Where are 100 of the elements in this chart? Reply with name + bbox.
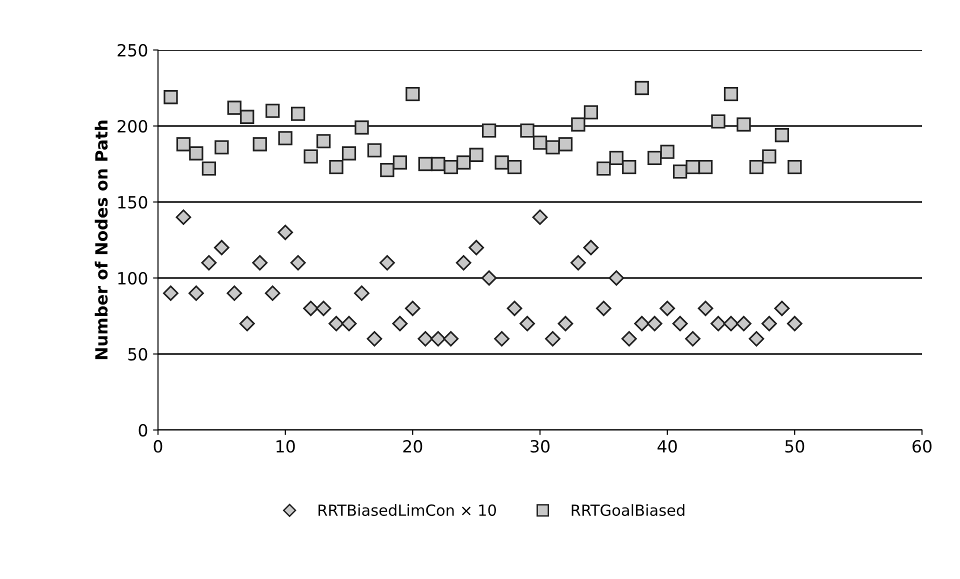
x-tick-label: 20 bbox=[403, 440, 422, 453]
point bbox=[354, 285, 370, 301]
point bbox=[520, 316, 535, 332]
point bbox=[176, 137, 191, 152]
point bbox=[214, 140, 229, 154]
point bbox=[431, 156, 446, 172]
point bbox=[304, 149, 318, 164]
point bbox=[608, 270, 624, 286]
point bbox=[710, 316, 726, 332]
point bbox=[698, 300, 714, 316]
point bbox=[711, 114, 726, 129]
legend-label: RRTGoalBiased bbox=[572, 504, 684, 516]
point bbox=[621, 331, 637, 347]
y-tick-label: 0 bbox=[138, 424, 148, 437]
point bbox=[672, 164, 688, 179]
point bbox=[469, 148, 484, 162]
point bbox=[685, 331, 701, 347]
point bbox=[328, 316, 344, 332]
point bbox=[494, 155, 509, 170]
point bbox=[774, 128, 790, 142]
point bbox=[786, 316, 802, 332]
x-tick-label: 10 bbox=[276, 440, 295, 453]
point bbox=[380, 162, 394, 178]
point bbox=[571, 117, 586, 132]
point bbox=[379, 255, 395, 271]
point bbox=[736, 316, 752, 332]
y-tick-label: 150 bbox=[118, 196, 148, 209]
point bbox=[762, 149, 776, 164]
point bbox=[748, 331, 764, 347]
point bbox=[494, 331, 510, 347]
point bbox=[482, 123, 496, 138]
point bbox=[443, 331, 459, 347]
point bbox=[788, 160, 802, 174]
x-tick-label: 40 bbox=[658, 440, 677, 453]
point bbox=[240, 110, 254, 124]
point bbox=[418, 331, 434, 347]
point bbox=[672, 316, 688, 332]
point bbox=[264, 285, 280, 301]
point bbox=[266, 104, 280, 118]
point bbox=[686, 160, 700, 174]
point bbox=[189, 146, 204, 160]
x-tick-label: 60 bbox=[912, 440, 932, 453]
point bbox=[214, 240, 230, 256]
point bbox=[646, 316, 662, 332]
point bbox=[558, 316, 574, 332]
point bbox=[329, 160, 344, 174]
point bbox=[316, 134, 331, 148]
x-tick-label: 50 bbox=[785, 440, 804, 453]
point bbox=[481, 270, 497, 286]
point bbox=[468, 240, 484, 256]
point bbox=[444, 160, 458, 174]
point bbox=[176, 209, 192, 225]
y-tick-label: 100 bbox=[118, 272, 148, 285]
point bbox=[583, 240, 599, 256]
point bbox=[404, 300, 420, 316]
point bbox=[303, 300, 319, 316]
point bbox=[660, 300, 676, 316]
point bbox=[648, 150, 662, 166]
point bbox=[774, 300, 790, 316]
point bbox=[570, 255, 586, 271]
point bbox=[163, 285, 178, 301]
point bbox=[227, 100, 242, 115]
point bbox=[341, 316, 357, 332]
point bbox=[239, 316, 255, 332]
point bbox=[507, 160, 522, 174]
point bbox=[558, 137, 573, 152]
y-tick-label: 200 bbox=[118, 120, 148, 133]
point bbox=[698, 160, 713, 174]
point bbox=[252, 255, 268, 271]
point bbox=[634, 80, 649, 96]
y-axis-title: Number of Nodes on Path bbox=[94, 120, 108, 360]
point bbox=[290, 255, 306, 271]
point bbox=[278, 131, 292, 146]
point bbox=[660, 144, 674, 159]
y-tick-label: 250 bbox=[118, 44, 148, 57]
point bbox=[252, 137, 267, 152]
point bbox=[609, 150, 624, 166]
point bbox=[430, 331, 446, 347]
point bbox=[456, 255, 472, 271]
x-tick-label: 30 bbox=[530, 440, 550, 453]
point bbox=[406, 86, 420, 102]
point bbox=[723, 316, 739, 332]
point bbox=[736, 117, 751, 132]
point bbox=[316, 300, 332, 316]
point bbox=[532, 136, 548, 150]
point bbox=[278, 224, 294, 240]
legend-label: RRTBiasedLimCon × 10 bbox=[318, 504, 496, 516]
point bbox=[724, 86, 738, 102]
point bbox=[342, 146, 356, 160]
point bbox=[532, 209, 548, 225]
point bbox=[202, 161, 216, 176]
point bbox=[520, 123, 534, 138]
point bbox=[456, 155, 471, 170]
point bbox=[761, 316, 777, 332]
point bbox=[545, 331, 560, 347]
point bbox=[596, 300, 612, 316]
point bbox=[546, 140, 560, 154]
point bbox=[584, 105, 598, 120]
point bbox=[506, 300, 522, 316]
point bbox=[366, 331, 382, 347]
